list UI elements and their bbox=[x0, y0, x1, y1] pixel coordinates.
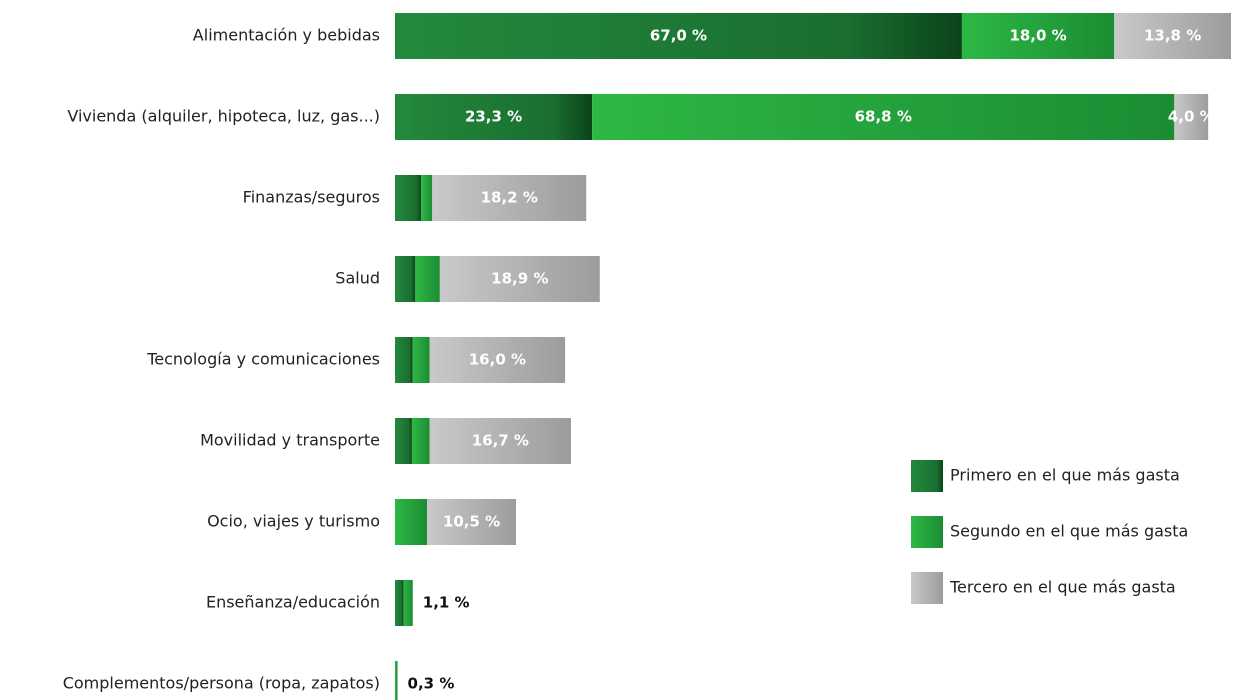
value-label: 13,8 % bbox=[1144, 27, 1201, 45]
bar-segment bbox=[439, 256, 600, 302]
bar-segment bbox=[421, 175, 433, 221]
bar-segment bbox=[395, 499, 428, 545]
value-label: 16,7 % bbox=[472, 432, 529, 450]
bar-segment bbox=[1114, 13, 1231, 59]
category-label: Enseñanza/educación bbox=[206, 593, 380, 612]
bar-segment bbox=[395, 13, 962, 59]
bar-segment bbox=[432, 175, 587, 221]
bar-segment bbox=[395, 175, 422, 221]
bar-segment bbox=[429, 418, 571, 464]
bar-segment bbox=[403, 580, 413, 626]
bar-segment bbox=[395, 256, 416, 302]
value-label: 18,9 % bbox=[491, 270, 548, 288]
category-label: Salud bbox=[335, 269, 380, 288]
legend-swatch bbox=[911, 572, 943, 604]
legend-label: Tercero en el que más gasta bbox=[949, 578, 1176, 597]
bar-segment bbox=[395, 418, 412, 464]
legend-swatch bbox=[911, 460, 943, 492]
category-label: Movilidad y transporte bbox=[200, 431, 380, 450]
value-label: 4,0 % bbox=[1168, 108, 1215, 126]
value-label: 23,3 % bbox=[465, 108, 522, 126]
value-label: 18,2 % bbox=[481, 189, 538, 207]
value-label: 16,0 % bbox=[469, 351, 526, 369]
category-label: Finanzas/seguros bbox=[243, 188, 380, 207]
bar-segment bbox=[427, 499, 516, 545]
bar-segment bbox=[411, 418, 430, 464]
bar-segment bbox=[1174, 94, 1209, 140]
bar-segment bbox=[429, 337, 566, 383]
bar-segment bbox=[592, 94, 1175, 140]
legend-swatch bbox=[911, 516, 943, 548]
value-label: 68,8 % bbox=[855, 108, 912, 126]
value-label: 67,0 % bbox=[650, 27, 707, 45]
category-label: Alimentación y bebidas bbox=[193, 26, 380, 45]
category-label: Complementos/persona (ropa, zapatos) bbox=[63, 674, 380, 693]
bar-segment bbox=[412, 337, 430, 383]
category-label: Ocio, viajes y turismo bbox=[207, 512, 380, 531]
value-label: 1,1 % bbox=[423, 594, 470, 612]
value-label: 18,0 % bbox=[1009, 27, 1066, 45]
bar-segment bbox=[395, 661, 398, 700]
value-label: 0,3 % bbox=[408, 675, 455, 693]
category-label: Vivienda (alquiler, hipoteca, luz, gas..… bbox=[67, 107, 380, 126]
bar-segment bbox=[395, 94, 593, 140]
bar-segment bbox=[961, 13, 1115, 59]
bar-segment bbox=[395, 337, 413, 383]
bar-segment bbox=[415, 256, 440, 302]
bar-segment bbox=[395, 580, 404, 626]
category-label: Tecnología y comunicaciones bbox=[146, 350, 380, 369]
legend-label: Segundo en el que más gasta bbox=[950, 522, 1188, 541]
legend-label: Primero en el que más gasta bbox=[950, 466, 1180, 485]
value-label: 10,5 % bbox=[443, 513, 500, 531]
